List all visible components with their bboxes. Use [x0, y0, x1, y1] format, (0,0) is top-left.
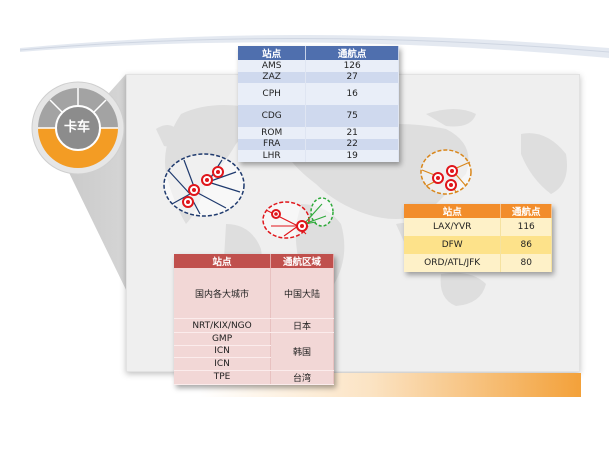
region-cell: 日本 — [270, 318, 334, 333]
column-header: 通航点 — [305, 46, 399, 60]
europe-station-markers — [182, 166, 224, 208]
table-row: LHR 19 — [238, 150, 399, 162]
table-row: ORD/ATL/JFK 80 — [404, 254, 552, 272]
europe-stations-table: 站点 通航点 AMS 126 ZAZ 27 CPH 16 CDG 75 ROM 21 FR… — [238, 46, 399, 162]
hub-label: 卡车 — [63, 120, 90, 135]
column-header: 站点 — [238, 46, 307, 60]
region-cell: 中国大陆 — [270, 268, 334, 319]
station-cell: LAX/YVR — [404, 218, 502, 236]
count-cell: 86 — [500, 236, 552, 254]
count-cell: 80 — [500, 254, 552, 272]
station-cell: ORD/ATL/JFK — [404, 254, 502, 272]
count-cell: 19 — [305, 150, 399, 162]
asia-stations-table: 站点 通航区域 国内各大城市 中国大陆 NRT/KIX/NGO 日本 GMP 韩… — [174, 254, 334, 385]
column-header: 通航点 — [500, 204, 552, 218]
station-cell: ROM — [238, 127, 307, 139]
europe-route-cluster — [163, 153, 245, 217]
station-cell: ICN — [174, 345, 272, 358]
station-cell: LHR — [238, 150, 307, 162]
region-cell: 台湾 — [270, 370, 334, 385]
station-cell: CDG — [238, 105, 307, 127]
station-cell: GMP — [174, 332, 272, 346]
station-cell: AMS — [238, 60, 307, 72]
americas-stations-table: 站点 通航点 LAX/YVR 116 DFW 86 ORD/ATL/JFK 80 — [404, 204, 552, 272]
table-row: ICN — [174, 345, 334, 358]
table-row: 国内各大城市 中国大陆 — [174, 268, 334, 319]
table-row: ROM 21 — [238, 127, 399, 139]
americas-route-cluster — [420, 149, 472, 195]
count-cell: 75 — [305, 105, 399, 127]
station-cell: ICN — [174, 357, 272, 371]
count-cell: 116 — [500, 218, 552, 236]
station-cell: TPE — [174, 370, 272, 385]
table-row: NRT/KIX/NGO 日本 — [174, 318, 334, 333]
column-header: 站点 — [174, 254, 272, 268]
table-row: AMS 126 — [238, 60, 399, 72]
column-header: 通航区域 — [270, 254, 334, 268]
hub-ring — [31, 81, 125, 175]
count-cell: 126 — [305, 60, 399, 72]
table-row: CDG 75 — [238, 105, 399, 127]
station-cell: CPH — [238, 83, 307, 105]
region-cell: 韩国 — [270, 332, 334, 371]
top-swoosh-decoration — [19, 35, 609, 58]
table-row: ZAZ 27 — [238, 71, 399, 83]
count-cell: 27 — [305, 71, 399, 83]
table-row: ICN — [174, 357, 334, 371]
station-cell: DFW — [404, 236, 502, 254]
count-cell: 21 — [305, 127, 399, 139]
count-cell: 16 — [305, 83, 399, 105]
station-cell: 国内各大城市 — [174, 268, 272, 319]
table-row: FRA 22 — [238, 138, 399, 150]
station-cell: NRT/KIX/NGO — [174, 318, 272, 333]
station-cell: FRA — [238, 138, 307, 150]
table-row: TPE 台湾 — [174, 370, 334, 385]
asia-route-cluster — [262, 197, 334, 239]
table-row: CPH 16 — [238, 83, 399, 105]
table-row: GMP 韩国 — [174, 332, 334, 371]
column-header: 站点 — [404, 204, 502, 218]
table-row: LAX/YVR 116 — [404, 218, 552, 236]
station-cell: ZAZ — [238, 71, 307, 83]
table-row: DFW 86 — [404, 236, 552, 254]
count-cell: 22 — [305, 138, 399, 150]
